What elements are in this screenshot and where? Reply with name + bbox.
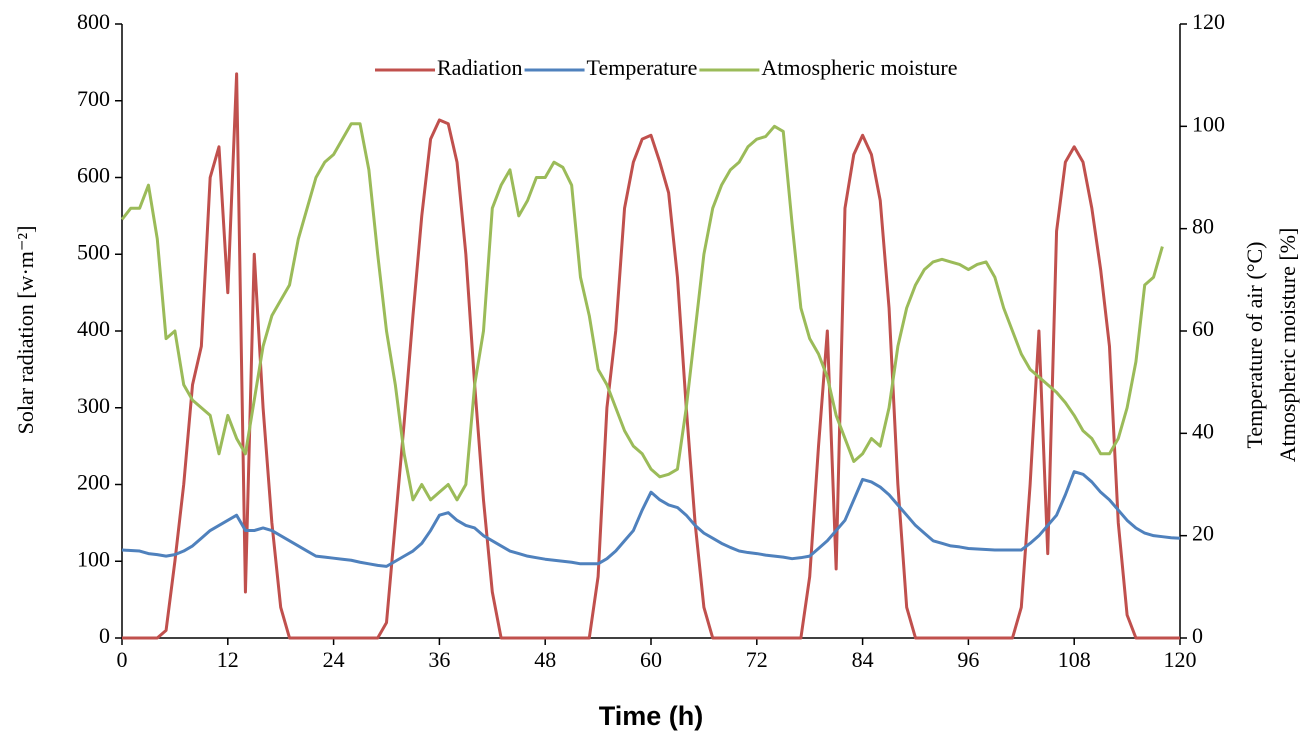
x-tick-label: 108 — [1058, 647, 1091, 672]
y-tick-label: 800 — [77, 9, 110, 34]
x-tick-label: 36 — [428, 647, 450, 672]
x-tick-label: 48 — [534, 647, 556, 672]
y2-tick-label: 120 — [1192, 9, 1225, 34]
series-line — [120, 122, 1164, 502]
x-tick-label: 60 — [640, 647, 662, 672]
series-line — [122, 72, 1180, 640]
x-tick-label: 72 — [746, 647, 768, 672]
y2-axis-title: Temperature of air (°C) — [1242, 242, 1267, 449]
y-tick-label: 500 — [77, 239, 110, 264]
x-tick-label: 120 — [1164, 647, 1197, 672]
y-tick-label: 700 — [77, 86, 110, 111]
y2-tick-label: 20 — [1192, 521, 1214, 546]
y2-tick-label: 60 — [1192, 316, 1214, 341]
legend-label: Radiation — [437, 55, 523, 80]
y-tick-label: 200 — [77, 470, 110, 495]
y-tick-label: 300 — [77, 393, 110, 418]
x-tick-label: 96 — [957, 647, 979, 672]
y-tick-label: 400 — [77, 316, 110, 341]
y-axis-title: Solar radiation [w·m⁻²] — [13, 226, 38, 435]
legend-label: Temperature — [587, 55, 698, 80]
x-tick-label: 0 — [117, 647, 128, 672]
y-tick-label: 600 — [77, 163, 110, 188]
series-line — [121, 470, 1181, 568]
y-tick-label: 0 — [99, 623, 110, 648]
legend-label: Atmospheric moisture — [761, 55, 957, 80]
x-tick-label: 24 — [323, 647, 345, 672]
x-tick-label: 84 — [852, 647, 874, 672]
y2-tick-label: 0 — [1192, 623, 1203, 648]
y2-tick-label: 40 — [1192, 418, 1214, 443]
x-axis-title: Time (h) — [599, 701, 704, 731]
x-tick-label: 12 — [217, 647, 239, 672]
y-tick-label: 100 — [77, 546, 110, 571]
y2-axis-title: Atmospheric moisture [%] — [1275, 228, 1300, 463]
y2-tick-label: 100 — [1192, 111, 1225, 136]
y2-tick-label: 80 — [1192, 214, 1214, 239]
